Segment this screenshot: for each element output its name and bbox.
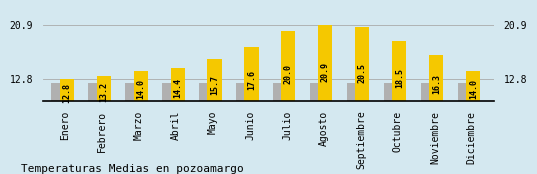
Bar xyxy=(126,83,134,101)
Bar xyxy=(244,47,258,101)
Text: 20.9: 20.9 xyxy=(321,62,330,82)
Bar xyxy=(273,83,281,101)
Bar xyxy=(281,31,295,101)
Text: 18.5: 18.5 xyxy=(395,68,404,88)
Bar xyxy=(318,25,332,101)
Bar xyxy=(355,27,369,101)
Bar xyxy=(60,79,74,101)
Bar xyxy=(384,83,393,101)
Bar xyxy=(52,83,60,101)
Text: 17.6: 17.6 xyxy=(247,70,256,90)
Text: 15.7: 15.7 xyxy=(210,75,219,95)
Bar xyxy=(89,83,97,101)
Text: 12.8: 12.8 xyxy=(62,82,71,102)
Bar xyxy=(393,41,407,101)
Bar xyxy=(97,76,111,101)
Bar xyxy=(134,71,148,101)
Text: 14.4: 14.4 xyxy=(173,78,182,98)
Text: 20.5: 20.5 xyxy=(358,63,367,83)
Bar xyxy=(421,83,430,101)
Bar xyxy=(171,68,185,101)
Bar xyxy=(162,83,171,101)
Text: 14.0: 14.0 xyxy=(469,80,478,100)
Text: 20.0: 20.0 xyxy=(284,64,293,84)
Bar xyxy=(207,60,222,101)
Bar xyxy=(199,83,207,101)
Bar xyxy=(310,83,318,101)
Bar xyxy=(430,55,444,101)
Text: 13.2: 13.2 xyxy=(99,81,108,101)
Bar xyxy=(347,83,355,101)
Text: 16.3: 16.3 xyxy=(432,74,441,94)
Bar xyxy=(458,83,466,101)
Text: Temperaturas Medias en pozoamargo: Temperaturas Medias en pozoamargo xyxy=(21,164,244,174)
Text: 14.0: 14.0 xyxy=(136,80,145,100)
Bar xyxy=(466,71,481,101)
Bar xyxy=(236,83,244,101)
